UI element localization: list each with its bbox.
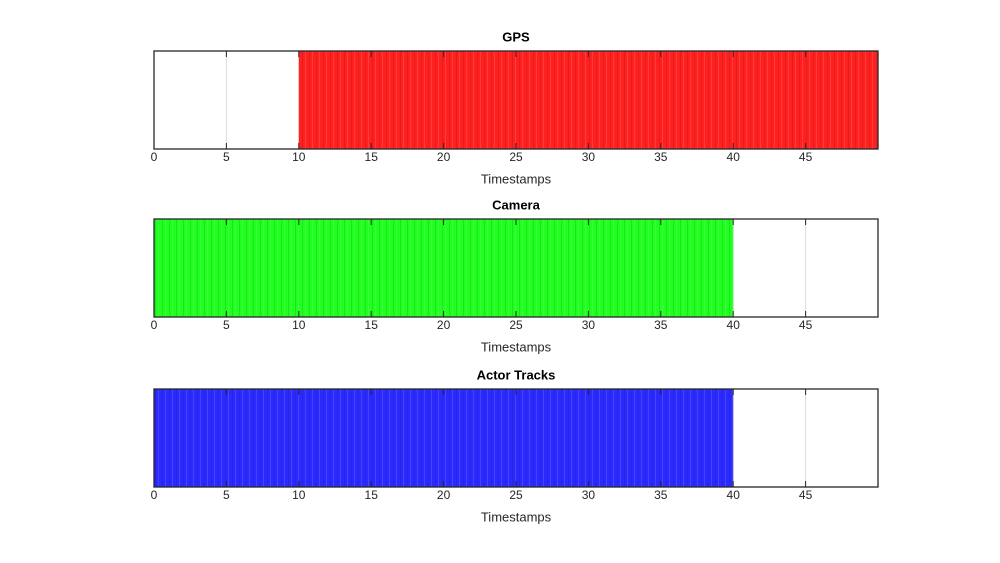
x-tick-label: 5 [223,150,230,164]
subplot-title: GPS [502,29,530,44]
x-tick-label: 40 [727,318,741,332]
x-tick-label: 5 [223,318,230,332]
x-tick-label: 35 [654,318,668,332]
x-tick-label: 30 [582,488,596,502]
x-tick-label: 40 [727,150,741,164]
x-tick-label: 45 [799,318,813,332]
x-tick-label: 35 [654,150,668,164]
x-axis-label: Timestamps [481,171,552,186]
x-tick-label: 0 [151,318,158,332]
x-tick-label: 45 [799,150,813,164]
x-axis-label: Timestamps [481,339,552,354]
x-axis-label: Timestamps [481,509,552,524]
x-tick-label: 10 [292,318,306,332]
x-tick-label: 0 [151,488,158,502]
x-tick-label: 40 [727,488,741,502]
x-tick-label: 5 [223,488,230,502]
x-tick-label: 15 [365,318,379,332]
x-tick-label: 20 [437,488,451,502]
x-tick-label: 15 [365,150,379,164]
subplot-title: Camera [492,197,540,212]
x-tick-label: 10 [292,488,306,502]
x-tick-label: 25 [509,150,523,164]
x-tick-label: 25 [509,488,523,502]
x-tick-label: 45 [799,488,813,502]
span-texture [154,219,734,317]
x-tick-label: 25 [509,318,523,332]
x-tick-label: 20 [437,318,451,332]
x-tick-label: 30 [582,150,596,164]
x-tick-label: 20 [437,150,451,164]
x-tick-label: 0 [151,150,158,164]
subplot-title: Actor Tracks [477,367,556,382]
x-tick-label: 35 [654,488,668,502]
span-texture [154,389,734,487]
x-tick-label: 15 [365,488,379,502]
x-tick-label: 30 [582,318,596,332]
x-tick-label: 10 [292,150,306,164]
span-texture [298,51,878,149]
